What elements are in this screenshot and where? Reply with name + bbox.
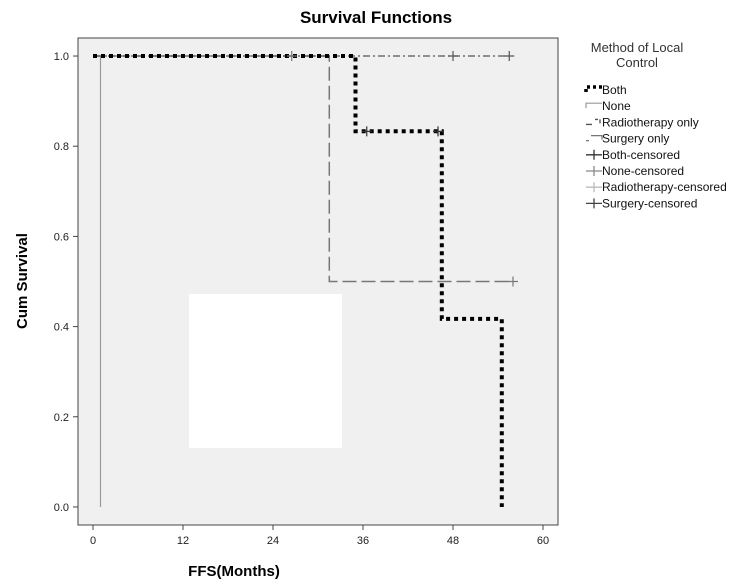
x-tick-label: 24 — [267, 535, 279, 547]
legend-label: Radiotherapy only — [602, 115, 699, 129]
legend-title-line-1: Method of Local — [591, 40, 684, 55]
censored-mark — [504, 51, 515, 62]
censored-mark — [361, 126, 372, 137]
x-tick-label: 60 — [537, 535, 549, 547]
legend-item: None — [585, 99, 631, 113]
y-axis-title: Cum Survival — [14, 233, 31, 329]
legend-swatch-solid — [585, 102, 602, 109]
censored-mark — [433, 126, 443, 137]
x-tick-label: 48 — [447, 535, 459, 547]
x-tick-label: 0 — [90, 535, 96, 547]
y-tick-label: 0.2 — [54, 412, 69, 424]
legend-label: Both-censored — [602, 148, 680, 162]
censor-marks-layer — [286, 51, 518, 287]
legend-label: None-censored — [602, 164, 684, 178]
y-tick-label: 0.8 — [54, 141, 69, 153]
legend-item: Radiotherapy-censored — [586, 180, 727, 194]
legend-item: Both — [584, 83, 627, 97]
chart-title: Survival Functions — [300, 8, 452, 27]
axes: 0 12 24 36 48 60 0.0 0.2 0.4 0.6 0.8 1.0 — [54, 51, 549, 547]
legend-swatch-dashdot — [586, 118, 601, 126]
x-tick-label: 36 — [357, 535, 369, 547]
legend-item: Both-censored — [586, 148, 680, 162]
y-tick-label: 0.4 — [54, 322, 69, 334]
legend-title-line-2: Control — [616, 55, 658, 70]
legend-item: None-censored — [586, 164, 684, 178]
legend-label: Both — [602, 83, 627, 97]
series-line-surgery-only — [93, 55, 513, 283]
y-tick-label: 1.0 — [54, 51, 69, 63]
legend-item: Radiotherapy only — [586, 115, 699, 129]
x-axis-title: FFS(Months) — [188, 563, 280, 580]
x-tick-label: 12 — [177, 535, 189, 547]
y-tick-label: 0.0 — [54, 502, 69, 514]
blank-overlay-box — [189, 294, 342, 448]
legend: Method of Local Control Both None Radiothe… — [584, 40, 727, 210]
legend-label: None — [602, 99, 631, 113]
legend-item: Surgery-censored — [586, 196, 697, 210]
legend-swatch-dotted — [584, 85, 602, 92]
legend-label: Surgery-censored — [602, 196, 697, 210]
legend-item: Surgery only — [586, 132, 669, 146]
legend-label: Surgery only — [602, 132, 669, 146]
censored-mark — [508, 276, 518, 287]
censored-mark — [448, 51, 458, 62]
legend-swatch-plus — [586, 198, 602, 209]
censored-mark — [286, 51, 297, 62]
legend-swatch-plus — [586, 182, 602, 193]
legend-swatch-plus — [586, 149, 602, 160]
legend-label: Radiotherapy-censored — [602, 180, 727, 194]
legend-swatch-dash — [586, 134, 603, 142]
y-tick-label: 0.6 — [54, 231, 69, 243]
legend-swatch-plus — [586, 166, 602, 176]
